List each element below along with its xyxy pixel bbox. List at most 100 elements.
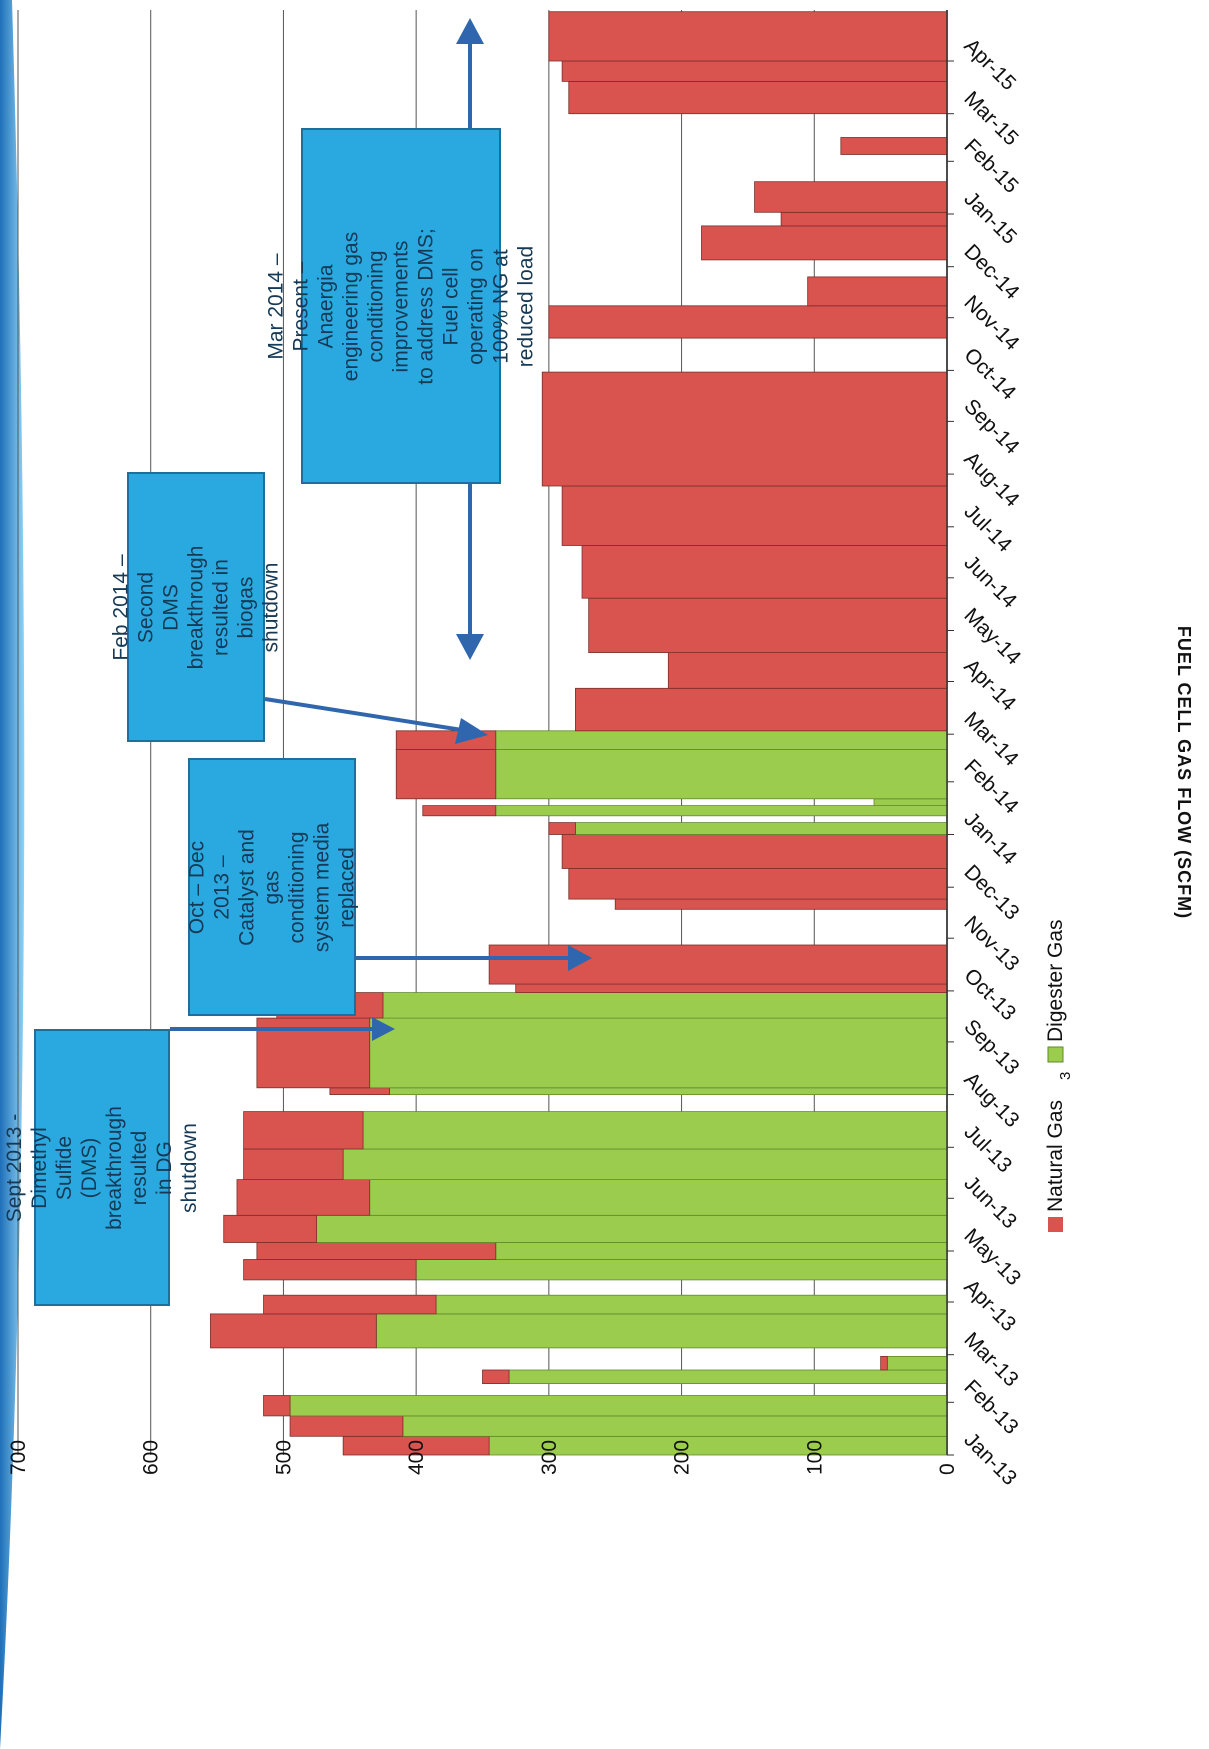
natural-gas-bar: [588, 597, 948, 654]
natural-gas-bar: [568, 868, 948, 900]
natural-gas-bar: [263, 1395, 291, 1417]
natural-gas-bar: [880, 1356, 888, 1371]
natural-gas-bar: [236, 1179, 371, 1216]
month-tick-label: Feb-15: [959, 135, 1022, 198]
natural-gas-bar: [548, 305, 948, 339]
month-tick-label: Sep-13: [959, 1015, 1023, 1079]
natural-gas-bar: [667, 652, 948, 689]
month-tick-label: Jun-14: [959, 551, 1021, 613]
natural-gas-bar: [289, 1415, 404, 1437]
digester-gas-bar: [362, 1111, 948, 1150]
callout-oct-dec-2013: Oct – Dec 2013 – Catalyst and gas condit…: [186, 758, 359, 1016]
natural-gas-bar: [548, 11, 948, 62]
month-tick-label: Nov-14: [959, 291, 1023, 355]
digester-gas-bar: [389, 1087, 948, 1096]
value-tick-label: 400: [405, 1440, 428, 1475]
month-tick-label: Jan-14: [959, 808, 1021, 870]
arrow-sept-2013-head: [372, 1017, 395, 1041]
value-tick-label: 100: [803, 1440, 826, 1475]
digester-gas-bar: [495, 1242, 948, 1260]
month-tick-label: Nov-13: [959, 911, 1023, 975]
callout-sept-2013: Sept 2013 - Dimethyl Sulfide (DMS) break…: [3, 1029, 201, 1306]
natural-gas-bar: [482, 1369, 510, 1384]
natural-gas-bar: [329, 1087, 390, 1096]
natural-gas-bar: [488, 944, 948, 985]
digester-gas-bar: [495, 749, 948, 800]
natural-gas-bar: [780, 211, 948, 227]
arrow-feb-2014: [264, 697, 463, 732]
digester-gas-bar: [342, 1148, 948, 1181]
month-tick-label: Jan-13: [959, 1428, 1021, 1490]
month-tick-label: Jun-13: [959, 1172, 1021, 1234]
month-tick-label: May-13: [959, 1224, 1025, 1290]
natural-gas-bar: [395, 749, 497, 800]
digester-gas-bar: [495, 730, 948, 750]
digester-gas-bar: [415, 1259, 948, 1281]
arrow-mar-2014-down-head: [456, 634, 484, 660]
callout-arrows: [170, 18, 592, 1041]
digester-gas-bar: [369, 1017, 948, 1089]
digester-gas-bar: [375, 1313, 948, 1349]
stacked-bars: [210, 11, 948, 1456]
natural-gas-bar: [701, 225, 948, 261]
month-tick-label: Feb-13: [959, 1376, 1022, 1439]
natural-gas-bar: [548, 822, 576, 835]
natural-gas-bar: [575, 687, 948, 732]
digester-gas-bar: [508, 1369, 948, 1384]
month-tick-label: Dec-14: [959, 240, 1023, 304]
digester-gas-bar: [435, 1294, 948, 1315]
natural-gas-bar: [568, 81, 948, 115]
value-tick-label: 700: [7, 1440, 30, 1475]
natural-gas-bar: [614, 898, 948, 910]
digester-gas-bar: [316, 1214, 948, 1243]
month-tick-label: Dec-13: [959, 860, 1023, 924]
month-tick-label: Feb-14: [959, 755, 1023, 819]
slide-decoration: [0, 0, 25, 1749]
digester-gas-bar: [886, 1356, 948, 1371]
callout-sept-2013-text: Sept 2013 - Dimethyl Sulfide (DMS) break…: [3, 1105, 202, 1230]
natural-gas-bar: [581, 545, 948, 599]
digester-gas-bar: [495, 805, 948, 817]
month-tick-label: Aug-14: [959, 447, 1023, 511]
natural-gas-bar: [243, 1148, 344, 1181]
digester-gas-bar: [382, 992, 948, 1019]
natural-gas-bar: [223, 1214, 318, 1243]
value-tick-label: 200: [671, 1440, 694, 1475]
month-tick-label: Aug-13: [959, 1068, 1023, 1132]
callout-feb-2014-text: Feb 2014 – Second DMS breakthrough resul…: [109, 545, 283, 669]
digester-gas-bar: [873, 798, 948, 806]
value-tick-label: 300: [538, 1440, 561, 1475]
natural-gas-bar: [754, 181, 948, 213]
legend-swatch-digester-gas: [1047, 1046, 1064, 1063]
natural-gas-bar: [807, 276, 948, 307]
digester-gas-bar: [402, 1415, 948, 1437]
y-axis-title: FUEL CELL GAS FLOW (SCFM): [1174, 626, 1194, 919]
natural-gas-bar: [541, 371, 948, 487]
digester-gas-bar: [289, 1395, 948, 1417]
natural-gas-bar: [210, 1313, 377, 1349]
natural-gas-bar: [515, 983, 948, 993]
natural-gas-bar: [561, 485, 948, 546]
callout-mar-2014-present: Mar 2014 – Present – Anaergia engineerin…: [265, 128, 538, 484]
natural-gas-bar: [561, 60, 948, 82]
value-tick-label: 0: [936, 1463, 959, 1475]
month-tick-label: Apr-15: [959, 34, 1020, 95]
natural-gas-bar: [840, 137, 948, 155]
month-tick-label: Jan-15: [959, 187, 1021, 249]
callout-oct-dec-2013-text: Oct – Dec 2013 – Catalyst and gas condit…: [185, 822, 359, 952]
arrow-oct-dec-2013-head: [568, 945, 592, 971]
month-tick-label: Oct-14: [959, 344, 1020, 405]
page-number: 3: [1057, 1072, 1074, 1080]
legend: Natural Gas 3 Digester Gas: [1044, 919, 1074, 1232]
natural-gas-bar: [243, 1111, 364, 1150]
digester-gas-bar: [369, 1179, 948, 1216]
digester-gas-bar: [575, 822, 948, 835]
value-tick-label: 600: [140, 1440, 163, 1475]
natural-gas-bar: [243, 1259, 417, 1281]
month-tick-label: Sep-14: [959, 395, 1023, 459]
natural-gas-bar: [561, 834, 948, 869]
natural-gas-bar: [256, 1242, 497, 1260]
legend-label-natural-gas: Natural Gas: [1044, 1100, 1067, 1212]
